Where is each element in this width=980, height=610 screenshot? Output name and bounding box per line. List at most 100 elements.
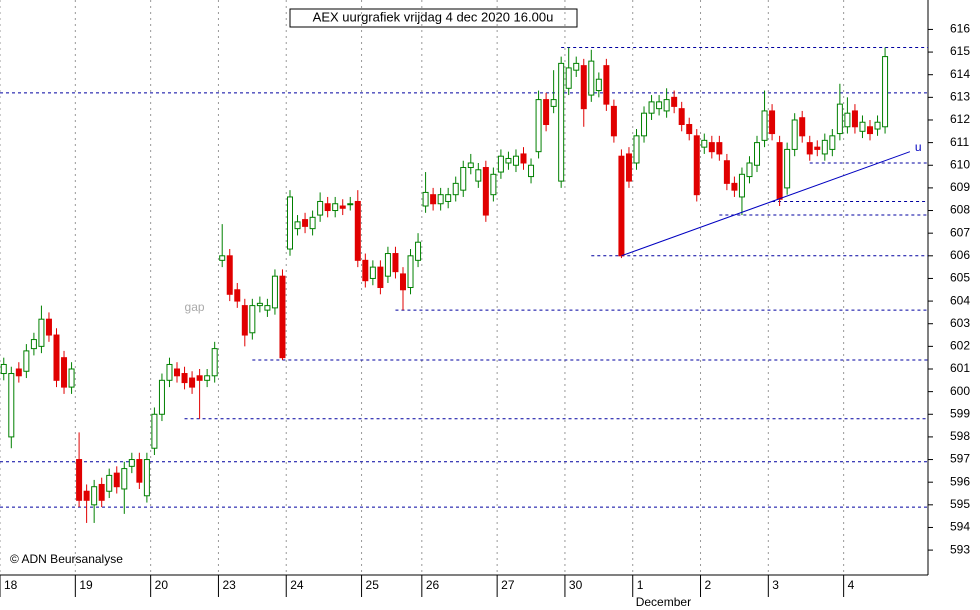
y-tick-label: 603 xyxy=(950,316,970,330)
candle-body xyxy=(279,275,286,359)
candle-body xyxy=(467,162,474,169)
candle-body xyxy=(384,253,391,277)
candle-body xyxy=(128,459,135,467)
x-tick-label: 25 xyxy=(366,578,380,592)
candle-body xyxy=(829,135,836,150)
annotation: gap xyxy=(185,300,205,314)
candle-body xyxy=(143,459,150,497)
candle-body xyxy=(874,121,881,130)
candle-body xyxy=(656,101,663,110)
candle-body xyxy=(490,173,497,196)
x-tick-label: 30 xyxy=(569,578,583,592)
source: © ADN Beursanalyse xyxy=(10,552,123,566)
candle-body xyxy=(0,363,7,375)
y-tick-label: 608 xyxy=(950,203,970,217)
y-tick-label: 599 xyxy=(950,406,970,420)
candle-body xyxy=(512,155,519,166)
candle-body xyxy=(317,200,324,216)
y-tick-label: 595 xyxy=(950,497,970,511)
candle-body xyxy=(821,139,828,155)
trendline-label: u xyxy=(915,140,922,154)
candle-body xyxy=(339,205,346,209)
y-tick-label: 593 xyxy=(950,542,970,556)
x-tick-label: 20 xyxy=(155,578,169,592)
candle-body xyxy=(392,253,399,273)
candle-body xyxy=(769,110,776,135)
candle-body xyxy=(23,350,30,372)
candle-body xyxy=(347,203,354,206)
candle-body xyxy=(8,373,15,438)
candle-body xyxy=(68,368,75,388)
candle-body xyxy=(377,266,384,288)
x-tick-label: 3 xyxy=(772,578,779,592)
candle-body xyxy=(113,472,120,488)
candle-body xyxy=(678,108,685,126)
candle-body xyxy=(754,142,761,166)
candle-body xyxy=(158,379,165,415)
candle-body xyxy=(716,142,723,155)
candle-body xyxy=(641,112,648,137)
candle-body xyxy=(550,99,557,107)
candle-body xyxy=(264,305,271,311)
x-tick-label: 23 xyxy=(222,578,236,592)
y-tick-label: 605 xyxy=(950,271,970,285)
candle-body xyxy=(76,459,83,501)
candle-body xyxy=(53,334,60,381)
candle-body xyxy=(708,142,715,153)
candle-body xyxy=(731,182,738,191)
candle-body xyxy=(362,259,369,282)
candle-body xyxy=(784,148,791,189)
candle-body xyxy=(882,56,889,128)
month-label: December xyxy=(636,595,691,609)
candle-body xyxy=(98,483,105,501)
candle-body xyxy=(588,60,595,96)
candle-body xyxy=(618,155,625,257)
candle-body xyxy=(332,203,339,212)
y-tick-label: 600 xyxy=(950,384,970,398)
candle-body xyxy=(136,459,143,483)
x-tick-label: 4 xyxy=(848,578,855,592)
x-tick-label: 27 xyxy=(501,578,515,592)
candle-body xyxy=(121,468,128,490)
candle-body xyxy=(166,363,173,381)
candle-body xyxy=(528,164,535,178)
candle-body xyxy=(407,255,414,288)
candle-body xyxy=(836,103,843,135)
candle-body xyxy=(309,216,316,230)
y-tick-label: 601 xyxy=(950,361,970,375)
candle-body xyxy=(701,139,708,148)
y-tick-label: 614 xyxy=(950,67,970,81)
candle-body xyxy=(196,375,203,381)
candle-body xyxy=(535,99,542,153)
candle-body xyxy=(30,339,37,350)
candle-body xyxy=(851,110,858,128)
candle-body xyxy=(430,194,437,205)
candle-body xyxy=(603,65,610,105)
x-tick-label: 18 xyxy=(4,578,18,592)
candle-body xyxy=(791,119,798,150)
candle-body xyxy=(859,121,866,132)
candle-body xyxy=(271,275,278,309)
candle-body xyxy=(799,117,806,137)
candle-body xyxy=(204,375,211,381)
candle-body xyxy=(610,105,617,137)
y-tick-label: 611 xyxy=(950,135,969,149)
candle-body xyxy=(226,255,233,295)
candle-body xyxy=(61,357,68,388)
candle-body xyxy=(369,266,376,279)
candle-body xyxy=(475,169,482,182)
y-tick-label: 594 xyxy=(950,520,970,534)
candle-body xyxy=(294,221,301,230)
y-tick-label: 615 xyxy=(950,44,970,58)
candle-body xyxy=(746,162,753,178)
trendline xyxy=(621,151,911,257)
y-tick-label: 604 xyxy=(950,293,970,307)
y-tick-label: 616 xyxy=(950,22,970,36)
candle-body xyxy=(738,173,745,198)
y-tick-label: 610 xyxy=(950,157,970,171)
candle-body xyxy=(580,65,587,110)
candle-body xyxy=(844,112,851,128)
candle-body xyxy=(445,194,452,202)
